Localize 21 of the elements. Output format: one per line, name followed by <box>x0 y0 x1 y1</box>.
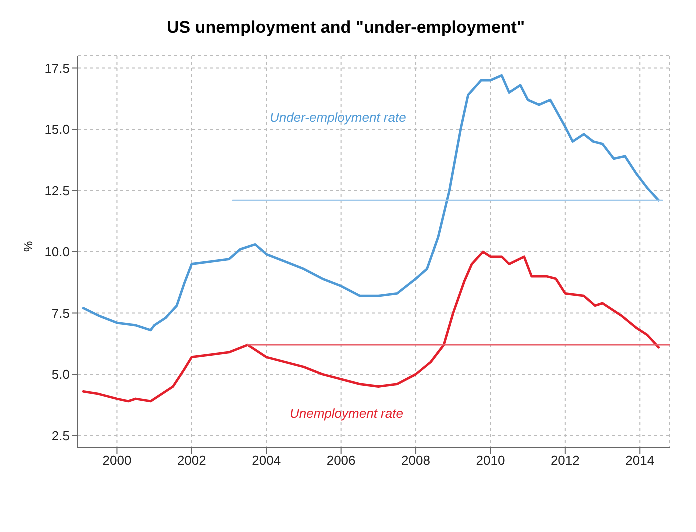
x-tick-label: 2012 <box>550 453 580 468</box>
x-tick-label: 2010 <box>476 453 506 468</box>
y-tick-label: 17.5 <box>44 60 70 76</box>
x-tick-label: 2004 <box>252 453 282 468</box>
text: Under-employment rate <box>270 110 406 125</box>
chart-title: US unemployment and "under-employment" <box>166 18 526 38</box>
y-axis-title: % <box>21 241 36 252</box>
y-tick-label: 2.5 <box>52 428 70 444</box>
y-tick-label: 5.0 <box>52 367 70 382</box>
x-tick-label: 2002 <box>177 453 206 468</box>
y-tick-label: 10.0 <box>44 244 70 260</box>
x-tick-label: 2014 <box>626 453 655 468</box>
y-tick-label: 7.5 <box>52 306 70 321</box>
y-tick-label: 15.0 <box>44 122 70 138</box>
x-tick-label: 2008 <box>402 453 430 468</box>
x-tick-label: 2000 <box>102 453 132 468</box>
series-label: Unemployment rate <box>290 406 404 421</box>
x-tick-label: 2006 <box>326 453 356 468</box>
line-series <box>82 74 660 332</box>
y-tick-label: 12.5 <box>44 183 70 198</box>
line-series <box>82 250 660 403</box>
